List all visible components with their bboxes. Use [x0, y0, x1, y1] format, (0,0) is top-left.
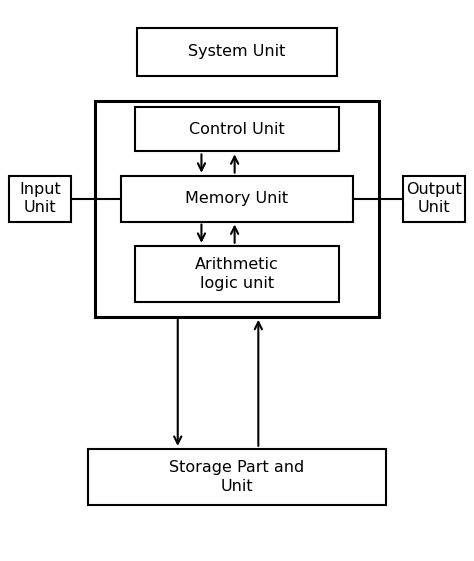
- Bar: [403, 176, 465, 222]
- Text: Input
Unit: Input Unit: [19, 182, 61, 215]
- Bar: [135, 107, 339, 151]
- Text: Output
Unit: Output Unit: [406, 182, 462, 215]
- Bar: [121, 176, 353, 222]
- Bar: [135, 246, 339, 302]
- Bar: [88, 449, 386, 505]
- Text: Arithmetic
logic unit: Arithmetic logic unit: [195, 257, 279, 291]
- Text: Storage Part and
Unit: Storage Part and Unit: [169, 460, 305, 494]
- Text: System Unit: System Unit: [188, 44, 286, 59]
- Text: Memory Unit: Memory Unit: [185, 191, 289, 206]
- Bar: [9, 176, 71, 222]
- Text: Control Unit: Control Unit: [189, 122, 285, 136]
- Bar: [95, 101, 379, 317]
- Bar: [137, 28, 337, 76]
